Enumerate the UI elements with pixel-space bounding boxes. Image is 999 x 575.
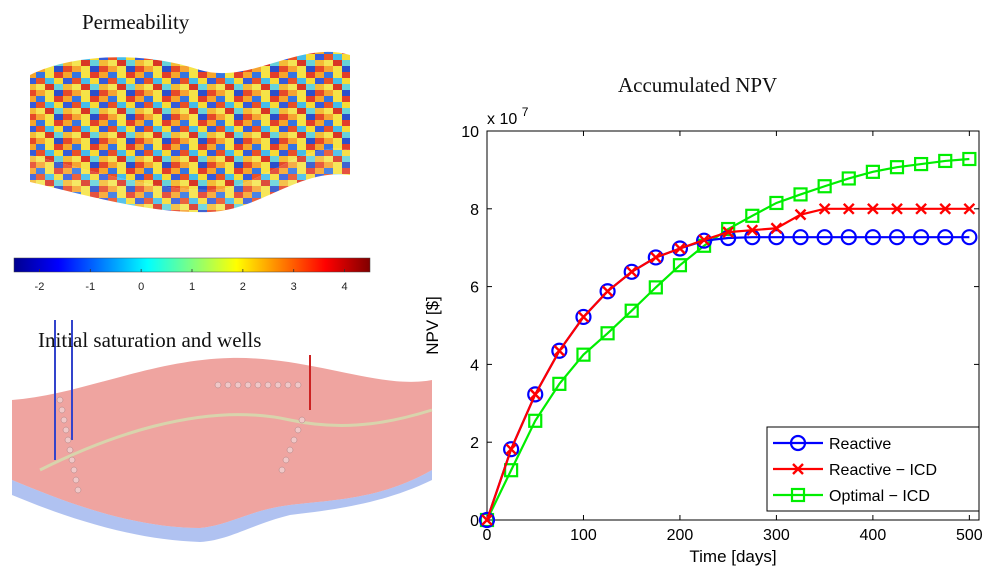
series-line (486, 157, 970, 521)
legend-entry: Optimal − ICD (773, 487, 930, 505)
data-point (624, 303, 639, 318)
legend-marker (792, 463, 804, 475)
data-point (770, 222, 783, 235)
data-point (649, 251, 662, 264)
series-x (481, 202, 976, 526)
data-point (625, 265, 638, 278)
data-point (888, 229, 906, 246)
data-point (553, 344, 566, 357)
y-tick-label: 8 (470, 202, 479, 219)
data-point (575, 308, 592, 326)
x-tick-label: 400 (860, 527, 887, 544)
data-point (818, 202, 831, 215)
y-tick-label: 4 (470, 357, 479, 374)
data-point (698, 234, 710, 246)
y-multiplier: x 10 7 (487, 105, 529, 128)
plot-frame (486, 130, 980, 521)
data-point (792, 229, 809, 246)
data-point (647, 249, 664, 266)
permeability-block (30, 51, 350, 213)
saturation-block (12, 320, 433, 542)
legend: Reactive Reactive − ICD Optimal − ICD (766, 426, 980, 512)
axes: 0 100 200 300 400 500 0 2 4 6 8 10 Time [days] NPV [$… (423, 105, 983, 566)
x-tick-label: 200 (667, 527, 694, 544)
data-point (867, 202, 879, 215)
x-tick-label: 300 (763, 527, 790, 544)
legend-entry: Reactive (773, 434, 891, 453)
data-point (891, 202, 903, 215)
x-axis-label: Time [days] (689, 547, 776, 566)
data-point (722, 226, 735, 238)
data-point (769, 195, 784, 211)
data-point (695, 232, 713, 249)
legend-entry: Reactive − ICD (773, 462, 937, 479)
data-point (671, 240, 689, 257)
data-point (672, 258, 688, 273)
data-point (889, 160, 905, 175)
data-point (721, 221, 736, 237)
data-point (648, 280, 663, 295)
data-point (505, 443, 517, 456)
data-point (841, 171, 856, 186)
data-point (913, 229, 930, 246)
data-point (937, 229, 954, 246)
colorbar (13, 257, 371, 273)
data-point (478, 511, 496, 529)
data-point (529, 388, 542, 401)
data-point (938, 153, 953, 169)
legend-label: Reactive − ICD (829, 462, 937, 479)
data-point (816, 229, 833, 246)
data-point (794, 208, 807, 221)
data-point (551, 342, 568, 359)
x-tick-label: 0 (483, 527, 492, 544)
y-tick-label: 10 (461, 124, 479, 141)
legend-marker (790, 487, 806, 503)
data-point (865, 164, 880, 179)
data-point (963, 202, 976, 215)
x-tick-label: 500 (956, 527, 983, 544)
data-point (842, 202, 855, 215)
data-point (864, 229, 881, 246)
data-point (793, 187, 808, 202)
permeability-title: Permeability (82, 10, 190, 34)
data-point (939, 202, 952, 215)
x-tick-label: 100 (570, 527, 597, 544)
data-point (527, 386, 544, 403)
data-point (528, 413, 543, 428)
y-tick-label: 2 (470, 435, 479, 452)
data-point (503, 441, 520, 458)
data-point (577, 311, 590, 323)
data-point (481, 514, 493, 526)
y-tick-label: 6 (470, 280, 479, 297)
data-point (623, 263, 640, 280)
legend-label: Optimal − ICD (829, 488, 930, 505)
data-point (746, 224, 759, 237)
data-point (552, 376, 567, 391)
legend-marker (789, 434, 807, 452)
data-point (576, 347, 591, 362)
data-point (961, 229, 978, 246)
series-layer (478, 151, 978, 529)
data-point (600, 326, 615, 341)
data-point (840, 229, 857, 246)
data-point (745, 208, 760, 223)
saturation-title: Initial saturation and wells (38, 328, 262, 352)
data-point (601, 285, 614, 298)
data-point (674, 242, 686, 255)
y-axis-label: NPV [$] (423, 296, 442, 355)
data-point (915, 202, 927, 215)
data-point (962, 151, 977, 167)
data-point (599, 283, 616, 300)
y-tick-label: 0 (470, 513, 479, 530)
data-point (768, 229, 785, 246)
data-point (817, 179, 832, 194)
data-point (914, 156, 929, 172)
chart-title: Accumulated NPV (618, 73, 778, 97)
legend-label: Reactive (829, 436, 891, 453)
